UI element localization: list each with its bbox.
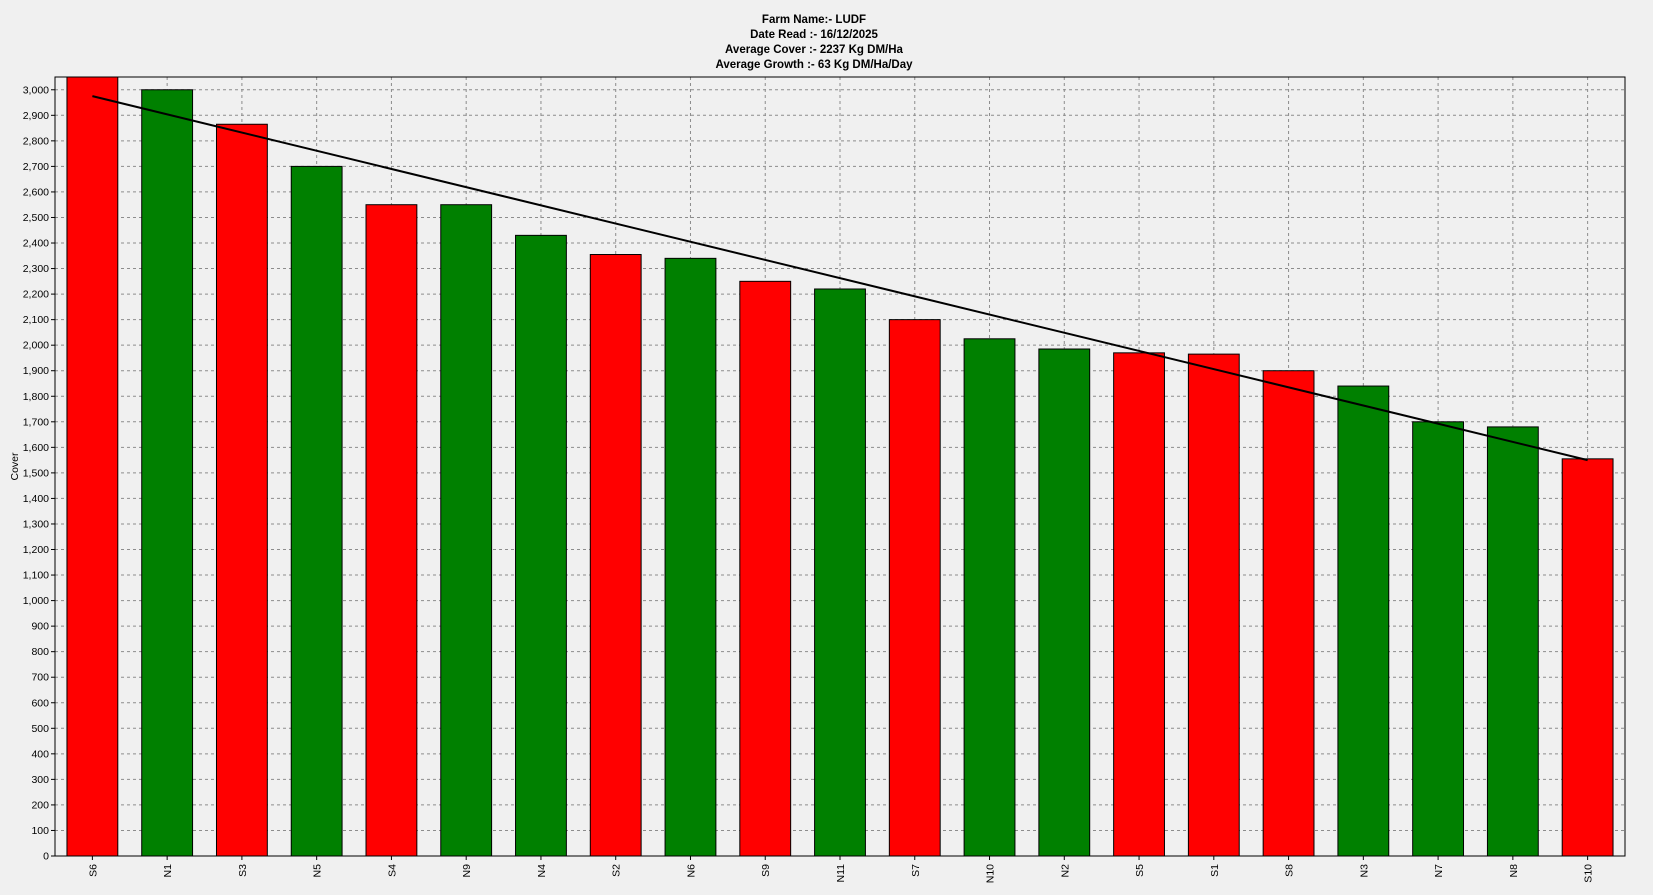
y-tick-label: 1,000 [23, 595, 49, 607]
y-tick-label: 2,100 [23, 314, 49, 326]
y-tick-label: 1,100 [23, 570, 49, 582]
bar-s7 [888, 319, 941, 857]
x-tick-label-n11: N11 [835, 864, 847, 883]
x-tick-label-s9: S9 [760, 864, 772, 877]
x-tick-label-s4: S4 [386, 864, 398, 877]
y-tick-label: 100 [31, 825, 49, 837]
x-tick-label-n7: N7 [1433, 864, 1445, 878]
y-tick-label: 1,600 [23, 442, 49, 454]
x-tick-label-n3: N3 [1358, 864, 1370, 878]
y-tick-label: 2,900 [23, 110, 49, 122]
y-tick-label: 1,800 [23, 391, 49, 403]
x-tick-label-n8: N8 [1508, 864, 1520, 878]
y-tick-label: 1,900 [23, 365, 49, 377]
bar-s4 [365, 204, 418, 857]
x-tick-label-s5: S5 [1134, 864, 1146, 877]
y-tick-label: 700 [31, 672, 49, 684]
x-tick-label-s8: S8 [1284, 864, 1296, 877]
y-tick-label: 2,400 [23, 238, 49, 250]
y-tick-label: 2,600 [23, 186, 49, 198]
y-tick-label: 600 [31, 697, 49, 709]
y-tick-label: 0 [43, 851, 49, 863]
x-tick-label-s6: S6 [87, 864, 99, 877]
y-tick-label: 3,000 [23, 84, 49, 96]
bar-n1 [141, 89, 194, 857]
bar-s10 [1561, 458, 1614, 857]
x-tick-label-s2: S2 [611, 864, 623, 877]
y-tick-label: 2,200 [23, 289, 49, 301]
title-farm-name: Farm Name:- LUDF [762, 14, 866, 26]
y-axis-title: Cover [9, 452, 21, 481]
y-tick-label: 900 [31, 621, 49, 633]
y-tick-label: 1,200 [23, 544, 49, 556]
y-axis-ticks: 0 100 200 300 400 500 600 700 800 900 1,000 1,100 1,… [23, 84, 55, 863]
plot-frame [54, 76, 1626, 857]
bar-s9 [739, 280, 792, 857]
bars [66, 76, 1614, 857]
x-tick-label-n5: N5 [312, 864, 324, 878]
bar-s5 [1113, 352, 1165, 857]
bar-n11 [814, 288, 866, 857]
bar-n4 [515, 234, 567, 857]
bar-n2 [1038, 348, 1091, 857]
y-tick-label: 1,400 [23, 493, 49, 505]
trend-line [92, 95, 1588, 462]
y-tick-label: 2,500 [23, 212, 49, 224]
bar-n6 [664, 257, 717, 857]
x-tick-label-s3: S3 [237, 864, 249, 877]
x-tick-label-n1: N1 [162, 864, 174, 878]
y-tick-label: 1,700 [23, 416, 49, 428]
y-tick-label: 500 [31, 723, 49, 735]
title-average-cover: Average Cover :- 2237 Kg DM/Ha [725, 44, 903, 56]
bar-s2 [589, 254, 642, 857]
bar-n9 [440, 204, 493, 857]
bar-s6 [66, 76, 119, 857]
x-tick-label-n4: N4 [536, 864, 548, 878]
y-tick-label: 200 [31, 799, 49, 811]
x-axis-ticks: S6 N1 S3 N5 S4 N9 N4 S2 N6 S9 N11 S7 N10 N2 S5 S1 S8 N3 N7… [87, 856, 1595, 883]
bar-n8 [1486, 426, 1539, 857]
bar-n10 [963, 338, 1016, 857]
y-tick-label: 1,500 [23, 467, 49, 479]
y-tick-label: 2,300 [23, 263, 49, 275]
y-tick-label: 2,000 [23, 340, 49, 352]
bar-s8 [1262, 370, 1315, 857]
x-tick-label-n9: N9 [461, 864, 473, 878]
x-tick-label-n2: N2 [1059, 864, 1071, 878]
x-tick-label-s7: S7 [910, 864, 922, 877]
y-tick-label: 400 [31, 748, 49, 760]
x-tick-label-s10: S10 [1583, 864, 1595, 883]
y-tick-label: 2,700 [23, 161, 49, 173]
x-tick-label-n6: N6 [685, 864, 697, 878]
y-tick-label: 300 [31, 774, 49, 786]
x-tick-label-n10: N10 [985, 864, 997, 883]
bar-n3 [1337, 385, 1390, 857]
y-tick-label: 1,300 [23, 518, 49, 530]
title-average-growth: Average Growth :- 63 Kg DM/Ha/Day [715, 59, 913, 71]
bar-s3 [215, 123, 268, 857]
bar-s1 [1187, 353, 1240, 857]
x-tick-label-s1: S1 [1209, 864, 1221, 877]
chart-title: Farm Name:- LUDF Date Read :- 16/12/2025… [715, 14, 913, 71]
bar-n5 [290, 165, 343, 857]
title-date-read: Date Read :- 16/12/2025 [750, 29, 878, 41]
bar-n7 [1412, 421, 1465, 857]
y-tick-label: 2,800 [23, 135, 49, 147]
y-tick-label: 800 [31, 646, 49, 658]
trend-line-group [92, 95, 1588, 462]
